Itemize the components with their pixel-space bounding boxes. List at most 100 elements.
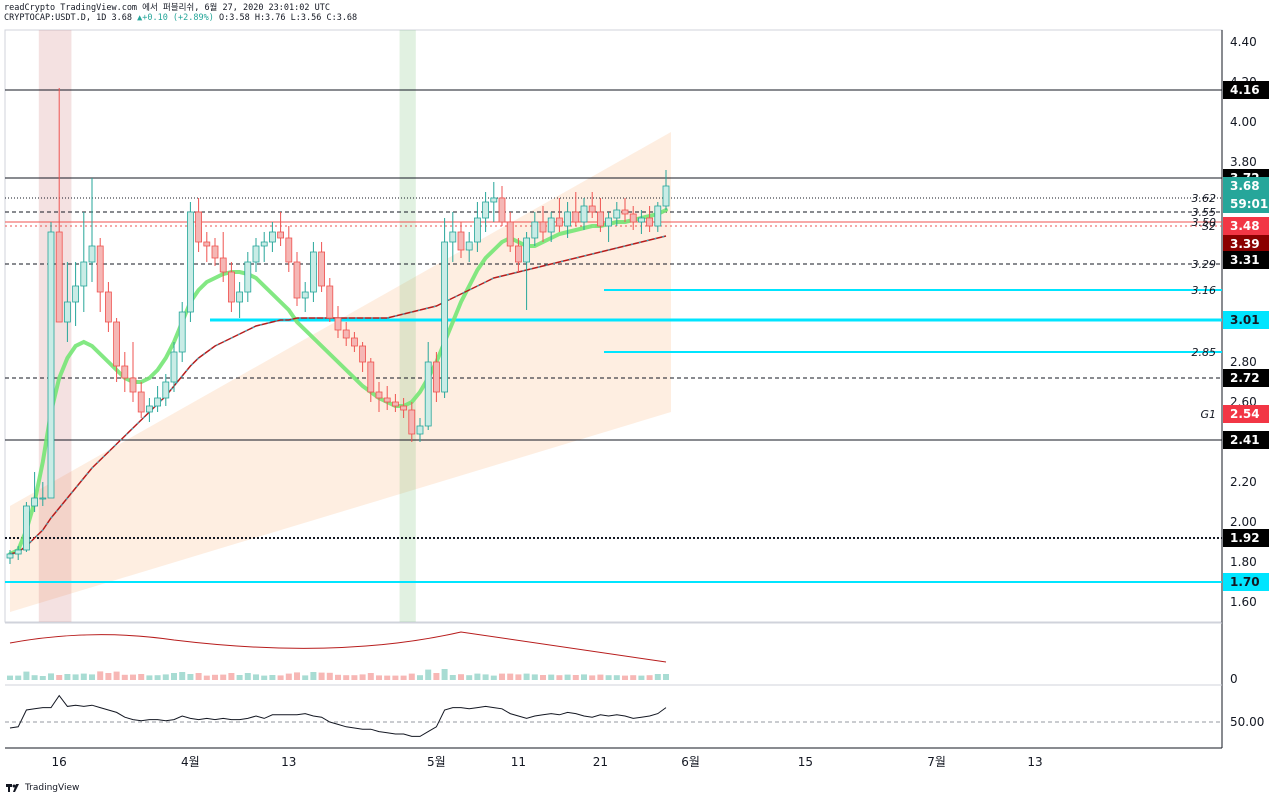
oscillator-pane: 50.00 bbox=[5, 694, 1264, 737]
price-label-bg bbox=[1223, 195, 1269, 213]
volume-bar-70 bbox=[581, 674, 587, 680]
candle-body-27 bbox=[227, 271, 235, 303]
candle-body-74 bbox=[613, 209, 621, 219]
candle-body-50 bbox=[416, 425, 424, 435]
x-tick-6: 6월 bbox=[681, 755, 700, 769]
volume-bar-69 bbox=[572, 675, 579, 680]
volume-bar-2 bbox=[23, 671, 30, 680]
volume-bar-71 bbox=[589, 675, 596, 680]
candle-body-69 bbox=[572, 211, 580, 223]
volume-bar-36 bbox=[302, 675, 309, 680]
shaded-column-0 bbox=[38, 30, 72, 622]
price-label-bg bbox=[1223, 251, 1269, 269]
y-tick-1.60: 1.60 bbox=[1230, 595, 1257, 609]
volume-bar-9 bbox=[80, 673, 87, 680]
price-label-2.54: 2.54 bbox=[1223, 405, 1269, 423]
volume-bar-41 bbox=[343, 675, 350, 680]
candle-body-51 bbox=[424, 361, 432, 427]
x-tick-2: 13 bbox=[281, 755, 296, 769]
volume-bar-51 bbox=[425, 669, 432, 680]
x-tick-5: 21 bbox=[593, 755, 608, 769]
candle-body-3 bbox=[31, 497, 39, 507]
volume-bar-8 bbox=[72, 674, 79, 680]
time-axis[interactable]: 16 4월 13 5월 11 21 6월 15 7월 13 bbox=[52, 755, 1043, 769]
candle-body-23 bbox=[195, 211, 203, 243]
volume-bar-76 bbox=[630, 675, 637, 680]
candle-body-79 bbox=[654, 205, 662, 227]
candle-body-53 bbox=[441, 241, 449, 393]
volume-bar-59 bbox=[490, 675, 497, 680]
annotation-3.16: 3.16 bbox=[1192, 284, 1217, 297]
candle-body-58 bbox=[482, 201, 490, 219]
candle-body-78 bbox=[646, 217, 653, 227]
up-triangle-icon: ▲ bbox=[137, 13, 143, 23]
price-labels: 4.163.723.6859:013.483.393.313.012.722.5… bbox=[1223, 81, 1269, 591]
volume-bar-25 bbox=[212, 674, 218, 680]
price-label-59:01: 59:01 bbox=[1223, 195, 1269, 213]
y-tick-1.80: 1.80 bbox=[1230, 555, 1257, 569]
price-label-bg bbox=[1223, 405, 1269, 423]
volume-bar-68 bbox=[564, 674, 571, 680]
tradingview-logo[interactable]: TradingView bbox=[6, 783, 79, 793]
candle-body-29 bbox=[244, 261, 252, 293]
x-tick-8: 7월 bbox=[927, 755, 946, 769]
annotation-2.85: 2.85 bbox=[1192, 346, 1217, 359]
price-label-text: 1.92 bbox=[1230, 531, 1260, 545]
candle-body-67 bbox=[556, 217, 563, 227]
volume-bar-34 bbox=[285, 673, 292, 680]
oscillator-axis-50: 50.00 bbox=[1230, 715, 1264, 729]
candle-body-64 bbox=[531, 221, 539, 239]
candle-body-15 bbox=[129, 377, 137, 393]
candle-body-6 bbox=[55, 231, 63, 323]
volume-bar-30 bbox=[253, 674, 259, 680]
candle-body-2 bbox=[22, 505, 30, 551]
candle-body-60 bbox=[498, 197, 506, 223]
price-label-text: 3.31 bbox=[1230, 253, 1260, 267]
volume-bar-33 bbox=[277, 675, 284, 680]
candle-body-80 bbox=[662, 185, 670, 207]
candle-body-49 bbox=[408, 409, 416, 435]
candle-body-43 bbox=[359, 345, 367, 363]
price-label-text: 3.48 bbox=[1230, 219, 1260, 233]
candle-body-75 bbox=[621, 209, 629, 215]
volume-bar-73 bbox=[605, 675, 612, 680]
price-label-text: 2.72 bbox=[1230, 371, 1260, 385]
price-label-bg bbox=[1223, 217, 1269, 235]
candle-body-21 bbox=[178, 311, 186, 353]
volume-bar-50 bbox=[417, 675, 423, 680]
volume-ma-line bbox=[9, 631, 667, 663]
candle-body-1 bbox=[14, 549, 22, 555]
candle-body-18 bbox=[154, 397, 162, 407]
candle-body-5 bbox=[47, 231, 55, 499]
x-tick-3: 5월 bbox=[427, 755, 446, 769]
volume-bar-47 bbox=[392, 675, 399, 680]
price-label-1.92: 1.92 bbox=[1223, 529, 1269, 547]
candle-body-7 bbox=[64, 301, 71, 323]
annotation-3.50: 3.50 bbox=[1192, 216, 1217, 229]
price-label-text: 2.54 bbox=[1230, 407, 1260, 421]
volume-bar-65 bbox=[540, 675, 546, 680]
x-tick-1: 4월 bbox=[181, 755, 200, 769]
price-label-text: 3.39 bbox=[1230, 237, 1260, 251]
price-label-bg bbox=[1223, 177, 1269, 195]
candle-body-46 bbox=[383, 397, 391, 403]
volume-pane: 0 bbox=[7, 631, 1238, 686]
price-label-3.31: 3.31 bbox=[1223, 251, 1269, 269]
candle-body-72 bbox=[597, 211, 604, 227]
volume-bar-0 bbox=[7, 675, 13, 680]
volume-bar-64 bbox=[531, 674, 538, 680]
volume-bar-43 bbox=[359, 674, 366, 680]
candle-body-41 bbox=[342, 329, 350, 339]
candle-body-56 bbox=[465, 241, 473, 251]
price-label-bg bbox=[1223, 235, 1269, 253]
volume-bar-15 bbox=[130, 674, 136, 680]
candle-body-17 bbox=[145, 405, 153, 413]
candle-body-32 bbox=[268, 231, 276, 243]
candle-body-9 bbox=[80, 261, 88, 287]
volume-bar-21 bbox=[179, 672, 186, 680]
chart-header: readCrypto TradingView.com 에서 퍼블리쉬, 6월 2… bbox=[4, 3, 357, 23]
oscillator-line bbox=[9, 694, 667, 737]
candle-body-61 bbox=[506, 221, 514, 247]
y-tick-3.80: 3.80 bbox=[1230, 155, 1257, 169]
